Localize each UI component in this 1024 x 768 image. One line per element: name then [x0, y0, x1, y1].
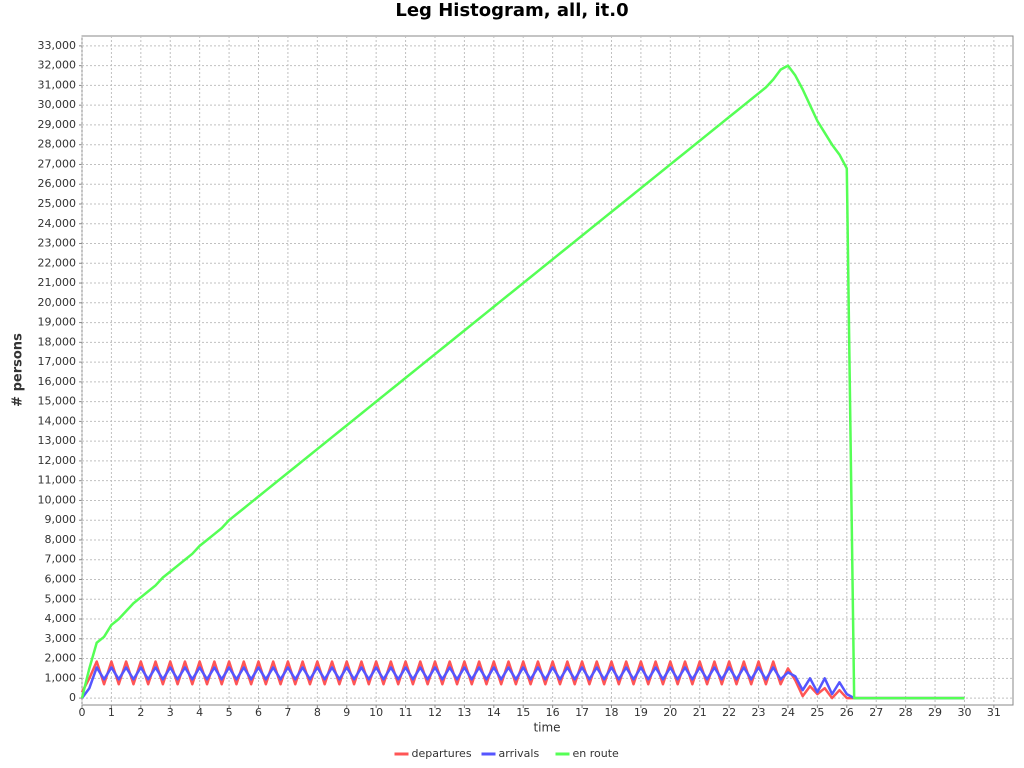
- y-tick-label: 27,000: [38, 157, 77, 170]
- x-tick-label: 26: [840, 706, 854, 719]
- x-tick-label: 4: [196, 706, 203, 719]
- series-line: [80, 666, 965, 700]
- y-tick-label: 28,000: [38, 138, 77, 151]
- y-tick-label: 9,000: [45, 513, 77, 526]
- x-tick-label: 22: [722, 706, 736, 719]
- x-tick-label: 2: [137, 706, 144, 719]
- x-tick-label: 13: [457, 706, 471, 719]
- x-tick-label: 15: [516, 706, 530, 719]
- x-tick-label: 25: [810, 706, 824, 719]
- plot-area: [81, 35, 1014, 706]
- x-tick-label: 23: [752, 706, 766, 719]
- x-tick-label: 11: [399, 706, 413, 719]
- y-tick-label: 12,000: [38, 454, 77, 467]
- y-tick-label: 7,000: [45, 553, 77, 566]
- x-tick-label: 5: [226, 706, 233, 719]
- y-tick-label: 21,000: [38, 276, 77, 289]
- y-tick-label: 22,000: [38, 256, 77, 269]
- x-tick-label: 1: [108, 706, 115, 719]
- x-tick-label: 20: [663, 706, 677, 719]
- x-tick-label: 6: [255, 706, 262, 719]
- y-tick-label: 8,000: [45, 533, 77, 546]
- chart-title: Leg Histogram, all, it.0: [395, 0, 628, 21]
- y-tick-label: 24,000: [38, 217, 77, 230]
- legend-label: departures: [412, 747, 472, 760]
- y-axis-label: # persons: [11, 333, 26, 407]
- y-tick-label: 15,000: [38, 395, 77, 408]
- legend-label: arrivals: [499, 747, 540, 760]
- y-tick-label: 2,000: [45, 652, 77, 665]
- y-tick-label: 16,000: [38, 375, 77, 388]
- x-tick-label: 3: [167, 706, 174, 719]
- x-tick-label: 30: [957, 706, 971, 719]
- x-tick-label: 9: [343, 706, 350, 719]
- y-tick-label: 11,000: [38, 474, 77, 487]
- x-tick-label: 18: [604, 706, 618, 719]
- x-tick-label: 10: [369, 706, 383, 719]
- y-tick-label: 1,000: [45, 671, 77, 684]
- y-tick-label: 4,000: [45, 612, 77, 625]
- x-tick-label: 7: [284, 706, 291, 719]
- x-tick-label: 14: [487, 706, 501, 719]
- series-line: [80, 64, 965, 700]
- y-tick-label: 6,000: [45, 573, 77, 586]
- x-tick-label: 16: [546, 706, 560, 719]
- x-tick-label: 29: [928, 706, 942, 719]
- x-tick-label: 12: [428, 706, 442, 719]
- y-tick-label: 13,000: [38, 434, 77, 447]
- y-tick-label: 25,000: [38, 197, 77, 210]
- x-tick-label: 21: [693, 706, 707, 719]
- x-tick-label: 0: [79, 706, 86, 719]
- x-tick-label: 17: [575, 706, 589, 719]
- y-tick-label: 0: [69, 691, 76, 704]
- y-tick-label: 23,000: [38, 237, 77, 250]
- y-tick-label: 10,000: [38, 493, 77, 506]
- legend-label: en route: [573, 747, 620, 760]
- y-tick-label: 33,000: [38, 39, 77, 52]
- y-tick-label: 17,000: [38, 355, 77, 368]
- y-tick-label: 29,000: [38, 118, 77, 131]
- x-tick-label: 19: [634, 706, 648, 719]
- x-tick-label: 28: [899, 706, 913, 719]
- y-tick-label: 19,000: [38, 316, 77, 329]
- y-tick-label: 20,000: [38, 296, 77, 309]
- y-tick-label: 30,000: [38, 98, 77, 111]
- y-tick-label: 18,000: [38, 335, 77, 348]
- x-tick-label: 24: [781, 706, 795, 719]
- y-tick-label: 5,000: [45, 592, 77, 605]
- y-tick-label: 26,000: [38, 177, 77, 190]
- y-tick-label: 31,000: [38, 78, 77, 91]
- y-tick-label: 32,000: [38, 59, 77, 72]
- y-tick-label: 14,000: [38, 414, 77, 427]
- x-tick-label: 27: [869, 706, 883, 719]
- x-tick-label: 31: [987, 706, 1001, 719]
- x-axis-label: time: [533, 721, 560, 735]
- y-tick-label: 3,000: [45, 632, 77, 645]
- x-tick-label: 8: [314, 706, 321, 719]
